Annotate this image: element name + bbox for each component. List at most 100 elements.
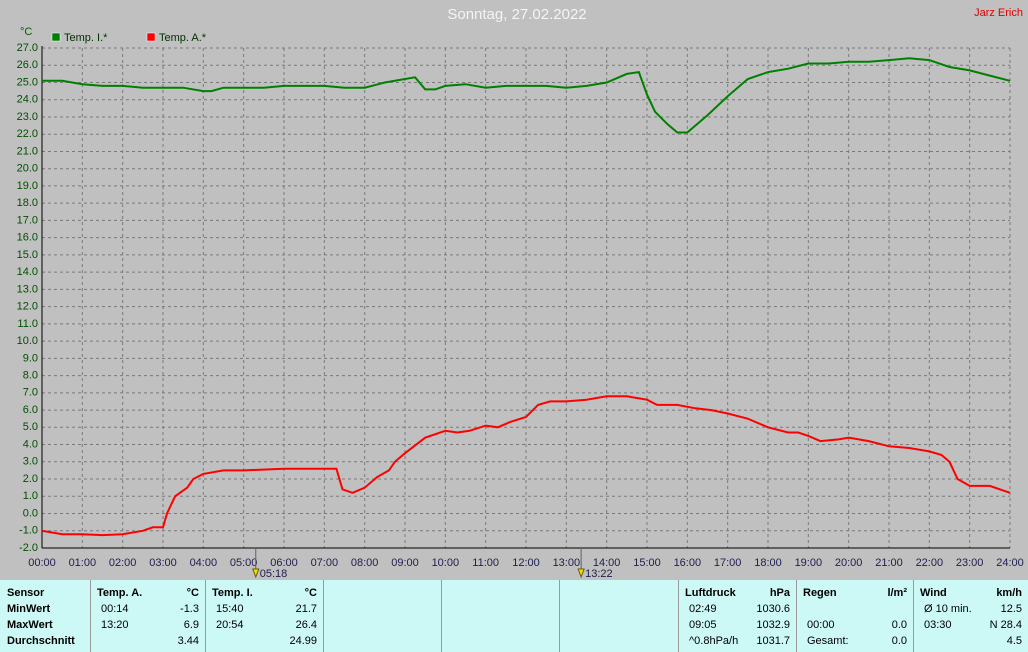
x-tick-label: 01:00 — [69, 557, 97, 569]
x-tick-label: 15:00 — [633, 557, 661, 569]
legend-swatch — [51, 32, 61, 42]
column-title: Temp. I. — [212, 587, 253, 599]
column-title: Regen — [803, 587, 837, 599]
column-unit: °C — [304, 587, 317, 599]
column-unit: °C — [186, 587, 199, 599]
table-column: Sensor MinWert MaxWert Durchschnitt — [0, 580, 90, 652]
chart-title: Sonntag, 27.02.2022 — [447, 6, 586, 23]
cell-time: Gesamt: — [807, 635, 849, 647]
cell-time: 09:05 — [689, 619, 717, 631]
x-tick-label: 04:00 — [190, 557, 218, 569]
cell-value: 26.4 — [295, 619, 317, 631]
cell-value: 12.5 — [1000, 603, 1022, 615]
cell-value: 1031.7 — [756, 635, 790, 647]
table-column: Temp. A. °C 00:14 -1.3 13:20 6.9 3.44 — [90, 580, 205, 652]
column-unit: hPa — [769, 587, 790, 599]
legend-label: Temp. A.* — [159, 32, 207, 44]
y-tick-label: 13.0 — [17, 283, 38, 295]
y-tick-label: 22.0 — [17, 128, 38, 140]
row-label: Durchschnitt — [7, 635, 75, 647]
cell-time: 15:40 — [216, 603, 244, 615]
cell-value: 1030.6 — [756, 603, 790, 615]
table-column — [559, 580, 678, 652]
column-title: Wind — [920, 587, 947, 599]
annotation-label: 05:18 — [260, 568, 288, 580]
x-tick-label: 11:00 — [472, 557, 499, 569]
cell-time: 13:20 — [101, 619, 129, 631]
legend-swatch — [146, 32, 156, 42]
x-tick-label: 05:00 — [230, 557, 258, 569]
x-tick-label: 23:00 — [956, 557, 984, 569]
y-tick-label: 0.0 — [23, 507, 38, 519]
x-tick-label: 16:00 — [674, 557, 702, 569]
y-tick-label: 6.0 — [23, 404, 38, 416]
x-tick-label: 14:00 — [593, 557, 621, 569]
x-tick-label: 08:00 — [351, 557, 379, 569]
summary-table: Sensor MinWert MaxWert Durchschnitt Temp. A.… — [0, 580, 1028, 652]
column-title: Sensor — [7, 587, 45, 599]
x-tick-label: 06:00 — [270, 557, 298, 569]
table-column — [441, 580, 559, 652]
y-tick-label: -2.0 — [19, 542, 38, 554]
x-tick-label: 07:00 — [311, 557, 339, 569]
y-tick-label: 10.0 — [17, 335, 38, 347]
cell-value: -1.3 — [180, 603, 199, 615]
cell-time: 02:49 — [689, 603, 717, 615]
y-tick-label: 19.0 — [17, 180, 38, 192]
x-tick-label: 17:00 — [714, 557, 742, 569]
y-tick-label: 16.0 — [17, 232, 38, 244]
cell-time: Ø 10 min. — [924, 603, 972, 615]
cell-time: 03:30 — [924, 619, 952, 631]
x-tick-label: 13:00 — [553, 557, 581, 569]
y-tick-label: 1.0 — [23, 490, 38, 502]
y-tick-label: 7.0 — [23, 387, 38, 399]
chart: Sonntag, 27.02.2022 Jarz Erich °C -2.0 -1… — [17, 6, 1024, 580]
x-tick-label: 03:00 — [149, 557, 177, 569]
y-tick-label: 8.0 — [23, 369, 38, 381]
y-tick-label: 21.0 — [17, 145, 38, 157]
row-label: MaxWert — [7, 619, 53, 631]
cell-time: 00:00 — [807, 619, 835, 631]
y-tick-label: -1.0 — [19, 525, 38, 537]
y-tick-label: 3.0 — [23, 456, 38, 468]
column-title: Temp. A. — [97, 587, 143, 599]
x-tick-label: 24:00 — [996, 557, 1024, 569]
x-tick-label: 20:00 — [835, 557, 863, 569]
y-tick-label: 14.0 — [17, 266, 38, 278]
column-unit: km/h — [996, 587, 1022, 599]
y-tick-label: 23.0 — [17, 111, 38, 123]
cell-value: 6.9 — [183, 619, 199, 631]
x-tick-label: 12:00 — [512, 557, 540, 569]
table-column: Luftdruck hPa 02:49 1030.6 09:05 1032.9 ^0.8hP… — [678, 580, 796, 652]
cell-value: 1032.9 — [756, 619, 790, 631]
table-column: Temp. I. °C 15:40 21.7 20:54 26.4 24.99 — [205, 580, 323, 652]
y-tick-label: 9.0 — [23, 352, 38, 364]
y-tick-label: 12.0 — [17, 301, 38, 313]
y-tick-label: 25.0 — [17, 76, 38, 88]
cell-value: N 28.4 — [989, 619, 1022, 631]
y-tick-label: 2.0 — [23, 473, 38, 485]
cell-time: ^0.8hPa/h — [689, 635, 739, 647]
y-tick-label: 26.0 — [17, 59, 38, 71]
cell-value: 0.0 — [891, 619, 907, 631]
y-tick-label: 18.0 — [17, 197, 38, 209]
legend-label: Temp. I.* — [64, 32, 108, 44]
y-tick-label: 11.0 — [17, 318, 38, 330]
x-tick-label: 09:00 — [391, 557, 419, 569]
row-label: MinWert — [7, 603, 51, 615]
y-tick-label: 17.0 — [17, 214, 38, 226]
x-tick-label: 00:00 — [28, 557, 56, 569]
table-column: Regen l/m² 00:00 0.0 Gesamt: 0.0 — [796, 580, 913, 652]
series-line — [41, 395, 1011, 537]
x-tick-label: 22:00 — [916, 557, 944, 569]
y-tick-label: 27.0 — [17, 42, 38, 54]
x-tick-label: 10:00 — [432, 557, 460, 569]
y-tick-label: 24.0 — [17, 94, 38, 106]
cell-value: 0.0 — [891, 635, 907, 647]
y-tick-label: 4.0 — [23, 438, 38, 450]
table-column: Wind km/h Ø 10 min. 12.5 03:30 N 28.4 4.5 — [913, 580, 1028, 652]
y-tick-label: 20.0 — [17, 163, 38, 175]
cell-time: 20:54 — [216, 619, 244, 631]
series-line — [42, 57, 1011, 134]
